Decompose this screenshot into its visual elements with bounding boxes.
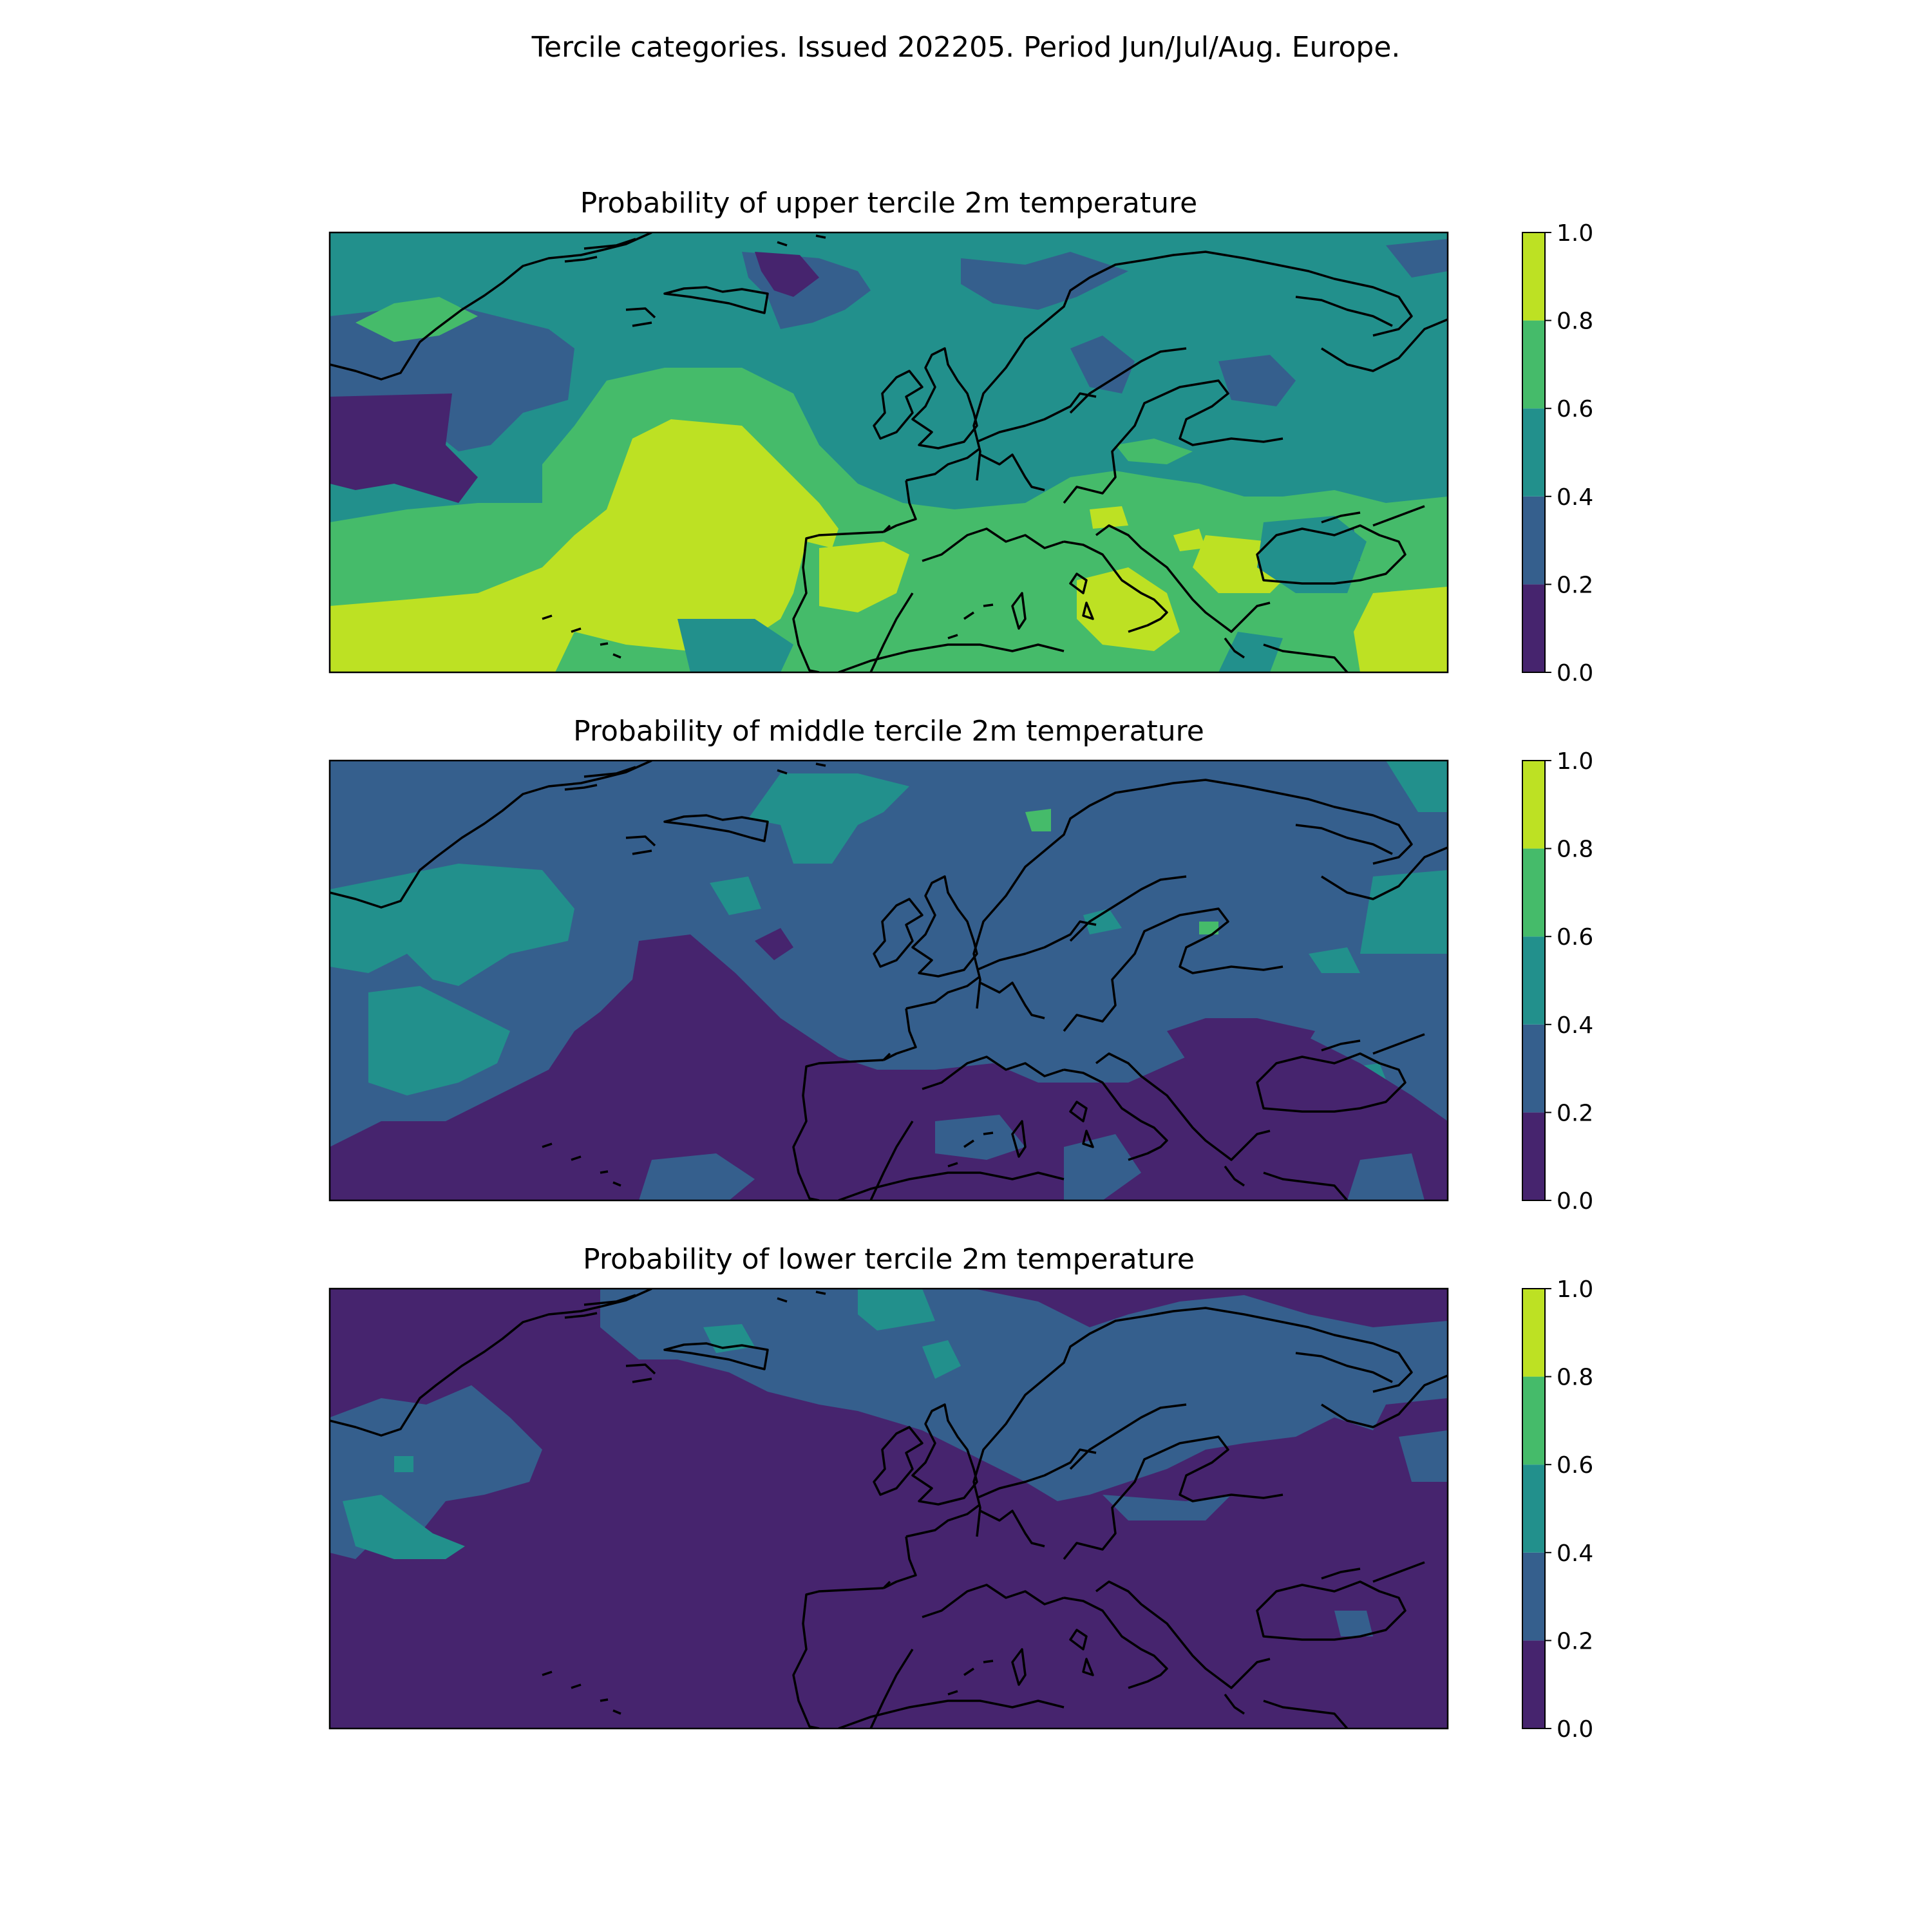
colorbar-band-upper-0	[1522, 584, 1545, 672]
colorbar-band-middle-2	[1522, 936, 1545, 1025]
contour-region-middle-6	[1309, 947, 1360, 973]
contour-region-lower-8	[858, 1289, 935, 1331]
colorbar-frame-upper	[1522, 232, 1546, 673]
panel-title-upper: Probability of upper tercile 2m temperat…	[580, 187, 1198, 220]
contour-region-lower-4	[1399, 1430, 1448, 1482]
contour-region-middle-12	[330, 934, 1448, 1200]
colorbar-tick-label-upper-3: 0.6	[1557, 396, 1593, 422]
contour-region-upper-7	[1218, 355, 1296, 406]
contour-region-upper-22	[1257, 516, 1367, 593]
colorbar-tick-label-lower-2: 0.4	[1557, 1540, 1593, 1567]
colorbar-middle: 0.0 0.2 0.4 0.6 0.8 1.0	[1522, 748, 1593, 1215]
contour-region-lower-9	[922, 1340, 961, 1379]
colorbar-tick-label-upper-0: 0.0	[1557, 660, 1593, 687]
contour-region-middle-2	[368, 986, 510, 1095]
colorbar-band-lower-4	[1522, 1289, 1545, 1377]
colorbar-band-upper-2	[1522, 408, 1545, 497]
colorbar-tick-label-lower-0: 0.0	[1557, 1716, 1593, 1743]
colorbar-tick-label-upper-4: 0.8	[1557, 308, 1593, 335]
colorbar-band-upper-1	[1522, 496, 1545, 585]
panel-title-lower: Probability of lower tercile 2m temperat…	[583, 1243, 1195, 1276]
colorbar-band-lower-3	[1522, 1376, 1545, 1465]
map-frame-middle	[328, 759, 1449, 1202]
map-panel-middle-tercile	[328, 759, 1449, 1202]
contour-region-lower-5	[1334, 1611, 1373, 1636]
contour-region-upper-2	[330, 393, 478, 503]
contour-region-upper-11	[1115, 439, 1193, 464]
colorbar-tick-label-upper-5: 1.0	[1557, 220, 1593, 247]
contour-region-upper-10	[355, 297, 478, 342]
colorbar-tick-label-upper-1: 0.2	[1557, 572, 1593, 598]
colorbar-band-upper-4	[1522, 232, 1545, 321]
contour-region-upper-12	[330, 419, 838, 672]
map-frame-upper	[328, 231, 1449, 674]
contour-region-upper-13	[819, 542, 909, 612]
contour-region-middle-15	[935, 1115, 1025, 1160]
contour-region-upper-17	[1173, 529, 1206, 551]
contour-region-middle-10	[1025, 809, 1051, 831]
contour-region-upper-6	[1070, 336, 1135, 393]
contour-region-middle-18	[1347, 1153, 1425, 1200]
contour-region-middle-3	[748, 773, 909, 864]
colorbar-band-middle-0	[1522, 1112, 1545, 1200]
colorbar-frame-middle	[1522, 760, 1546, 1201]
contour-region-lower-10	[394, 1456, 413, 1472]
contour-region-middle-13	[1167, 1018, 1315, 1076]
contour-region-middle-1	[330, 864, 574, 986]
contour-region-upper-16	[1354, 587, 1448, 672]
colorbar-tick-label-middle-1: 0.2	[1557, 1100, 1593, 1126]
map-frame-lower	[328, 1287, 1449, 1730]
colorbar-tick-label-middle-5: 1.0	[1557, 748, 1593, 775]
colorbar-band-middle-1	[1522, 1024, 1545, 1113]
map-panel-upper-tercile	[328, 231, 1449, 674]
colorbar-band-middle-3	[1522, 848, 1545, 937]
contour-region-middle-16	[1064, 1134, 1141, 1200]
colorbar-tick-label-lower-5: 1.0	[1557, 1276, 1593, 1303]
colorbar-band-lower-1	[1522, 1552, 1545, 1641]
map-panel-lower-tercile	[328, 1287, 1449, 1730]
contour-region-upper-18	[1090, 506, 1128, 529]
colorbar-frame-lower	[1522, 1288, 1546, 1729]
contour-region-upper-20	[1218, 632, 1283, 672]
panel-title-middle: Probability of middle tercile 2m tempera…	[573, 715, 1204, 748]
colorbar-band-lower-0	[1522, 1640, 1545, 1728]
colorbar-tick-label-middle-3: 0.6	[1557, 924, 1593, 951]
colorbar-tick-label-lower-1: 0.2	[1557, 1628, 1593, 1654]
colorbar-band-middle-4	[1522, 761, 1545, 849]
contour-region-middle-11	[1199, 922, 1218, 934]
colorbar-tick-label-lower-4: 0.8	[1557, 1365, 1593, 1391]
colorbar-tick-label-middle-0: 0.0	[1557, 1188, 1593, 1215]
contour-region-upper-4	[755, 252, 819, 297]
contour-region-middle-17	[639, 1153, 755, 1200]
contour-region-upper-14	[1077, 567, 1180, 651]
contour-region-middle-4	[1386, 761, 1448, 812]
contour-region-middle-14	[755, 928, 793, 960]
figure-suptitle: Tercile categories. Issued 202205. Perio…	[531, 31, 1401, 64]
colorbar-upper: 0.0 0.2 0.4 0.6 0.8 1.0	[1522, 220, 1593, 687]
colorbar-band-upper-3	[1522, 320, 1545, 409]
contour-region-middle-9	[1083, 909, 1122, 934]
contour-region-lower-6	[343, 1495, 465, 1559]
colorbar-tick-label-lower-3: 0.6	[1557, 1452, 1593, 1479]
colorbar-band-lower-2	[1522, 1464, 1545, 1553]
colorbar-lower: 0.0 0.2 0.4 0.6 0.8 1.0	[1522, 1276, 1593, 1743]
contour-region-middle-5	[1360, 870, 1448, 954]
colorbar-tick-label-upper-2: 0.4	[1557, 484, 1593, 511]
contour-region-middle-7	[710, 876, 761, 915]
colorbar-tick-label-middle-2: 0.4	[1557, 1012, 1593, 1039]
contour-region-upper-8	[1386, 239, 1448, 278]
contour-region-upper-19	[677, 619, 793, 672]
colorbar-tick-label-middle-4: 0.8	[1557, 837, 1593, 863]
contour-region-upper-5	[961, 252, 1128, 310]
